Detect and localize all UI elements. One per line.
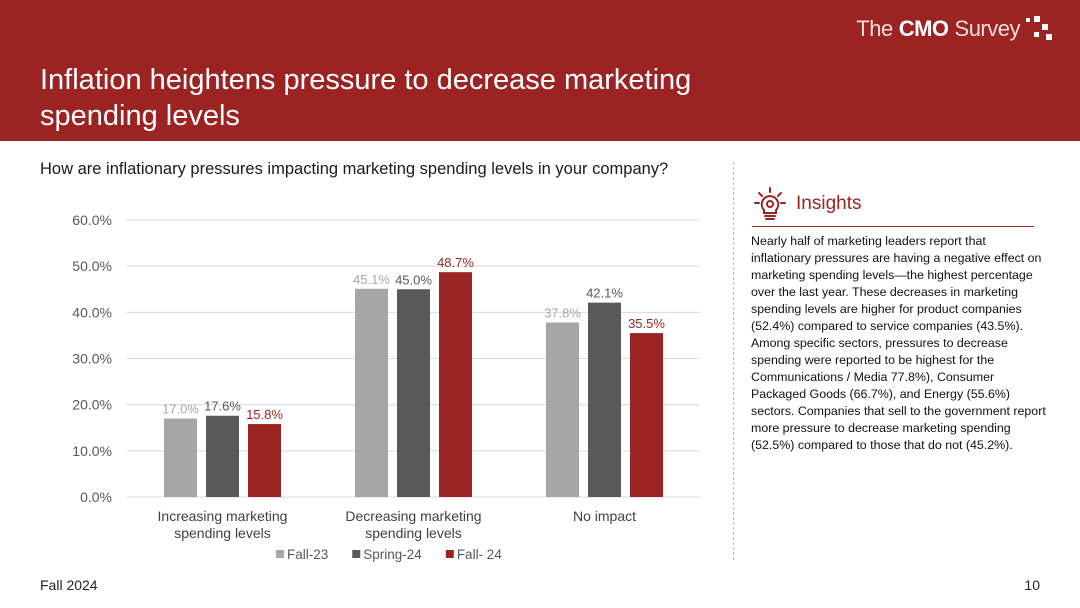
bar [248,424,281,497]
legend-swatch [445,550,454,558]
legend-entry: Fall- 24 [457,547,503,562]
bar [164,418,197,497]
lightbulb-gear-icon [754,187,786,220]
data-label: 17.0% [162,402,199,417]
x-category-label: Decreasing marketing [345,508,481,524]
data-label: 45.1% [353,272,390,287]
survey-edition: Fall 2024 [40,577,98,593]
data-label: 35.5% [628,316,665,331]
y-tick-label: 60.0% [72,212,112,228]
legend-swatch [352,550,361,558]
x-category-label: spending levels [365,525,462,541]
y-tick-label: 30.0% [72,351,112,367]
bar [588,302,621,497]
y-tick-label: 0.0% [80,489,112,505]
logo-prefix: The [856,16,893,41]
x-category-label: No impact [573,508,636,524]
legend-entry: Fall-23 [287,547,328,562]
y-tick-label: 20.0% [72,397,112,413]
data-label: 15.8% [246,407,283,422]
insights-title: Insights [796,193,862,214]
header-banner: The CMO Survey Inflation heightens pressur… [0,0,1080,141]
survey-question: How are inflationary pressures impacting… [40,160,669,178]
data-label: 42.1% [586,286,623,301]
insights-header: Insights [752,182,1034,227]
dot-grid-icon [1026,16,1052,42]
data-label: 37.8% [544,305,581,320]
data-label: 48.7% [437,255,474,270]
bar [630,333,663,497]
x-category-label: Increasing marketing [158,508,288,524]
bar [546,322,579,497]
section-divider [733,162,734,560]
bar [397,289,430,497]
bar [206,415,239,497]
page-number: 10 [1024,577,1040,593]
bar-chart: 0.0% 10.0% 20.0% 30.0% 40.0% 50.0% 60.0% 17.0% 1… [72,212,700,562]
bar [439,272,472,497]
data-label: 17.6% [204,399,241,414]
data-label: 45.0% [395,272,432,287]
page-title: Inflation heightens pressure to decrease… [40,64,692,132]
logo-suffix: Survey [954,16,1021,41]
bar [355,288,388,497]
logo-bold: CMO [898,16,949,41]
y-tick-label: 50.0% [72,258,112,274]
legend-swatch [276,550,284,558]
y-tick-label: 10.0% [72,443,112,459]
legend-entry: Spring-24 [363,547,422,562]
insights-text: Nearly half of marketing leaders report … [751,234,1046,452]
x-category-label: spending levels [174,525,271,541]
y-tick-label: 40.0% [72,304,112,320]
cmo-survey-logo: The CMO Survey [856,16,1052,42]
